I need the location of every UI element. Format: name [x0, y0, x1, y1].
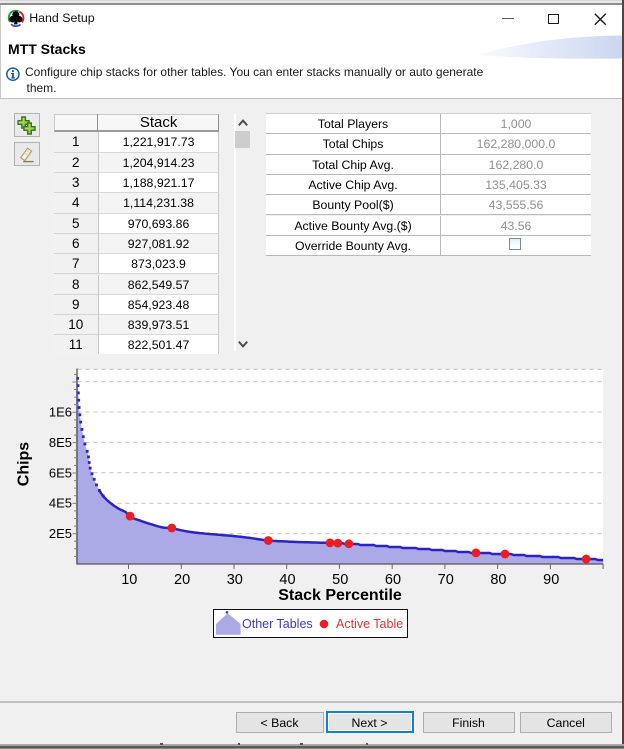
svg-text:2E5: 2E5 — [49, 526, 72, 541]
svg-text:70: 70 — [438, 572, 454, 588]
svg-text:20: 20 — [174, 572, 190, 588]
svg-text:6E5: 6E5 — [49, 465, 72, 480]
svg-text:90: 90 — [543, 572, 559, 588]
svg-text:10: 10 — [121, 572, 137, 588]
svg-text:Chips: Chips — [16, 442, 33, 487]
svg-text:50: 50 — [332, 572, 348, 588]
svg-text:80: 80 — [490, 572, 506, 588]
svg-text:Stack Percentile: Stack Percentile — [278, 587, 402, 604]
svg-text:60: 60 — [385, 572, 401, 588]
svg-text:1E6: 1E6 — [49, 405, 72, 420]
svg-text:40: 40 — [279, 572, 295, 588]
svg-text:4E5: 4E5 — [49, 496, 72, 511]
svg-text:30: 30 — [227, 572, 243, 588]
svg-text:8E5: 8E5 — [49, 435, 72, 450]
